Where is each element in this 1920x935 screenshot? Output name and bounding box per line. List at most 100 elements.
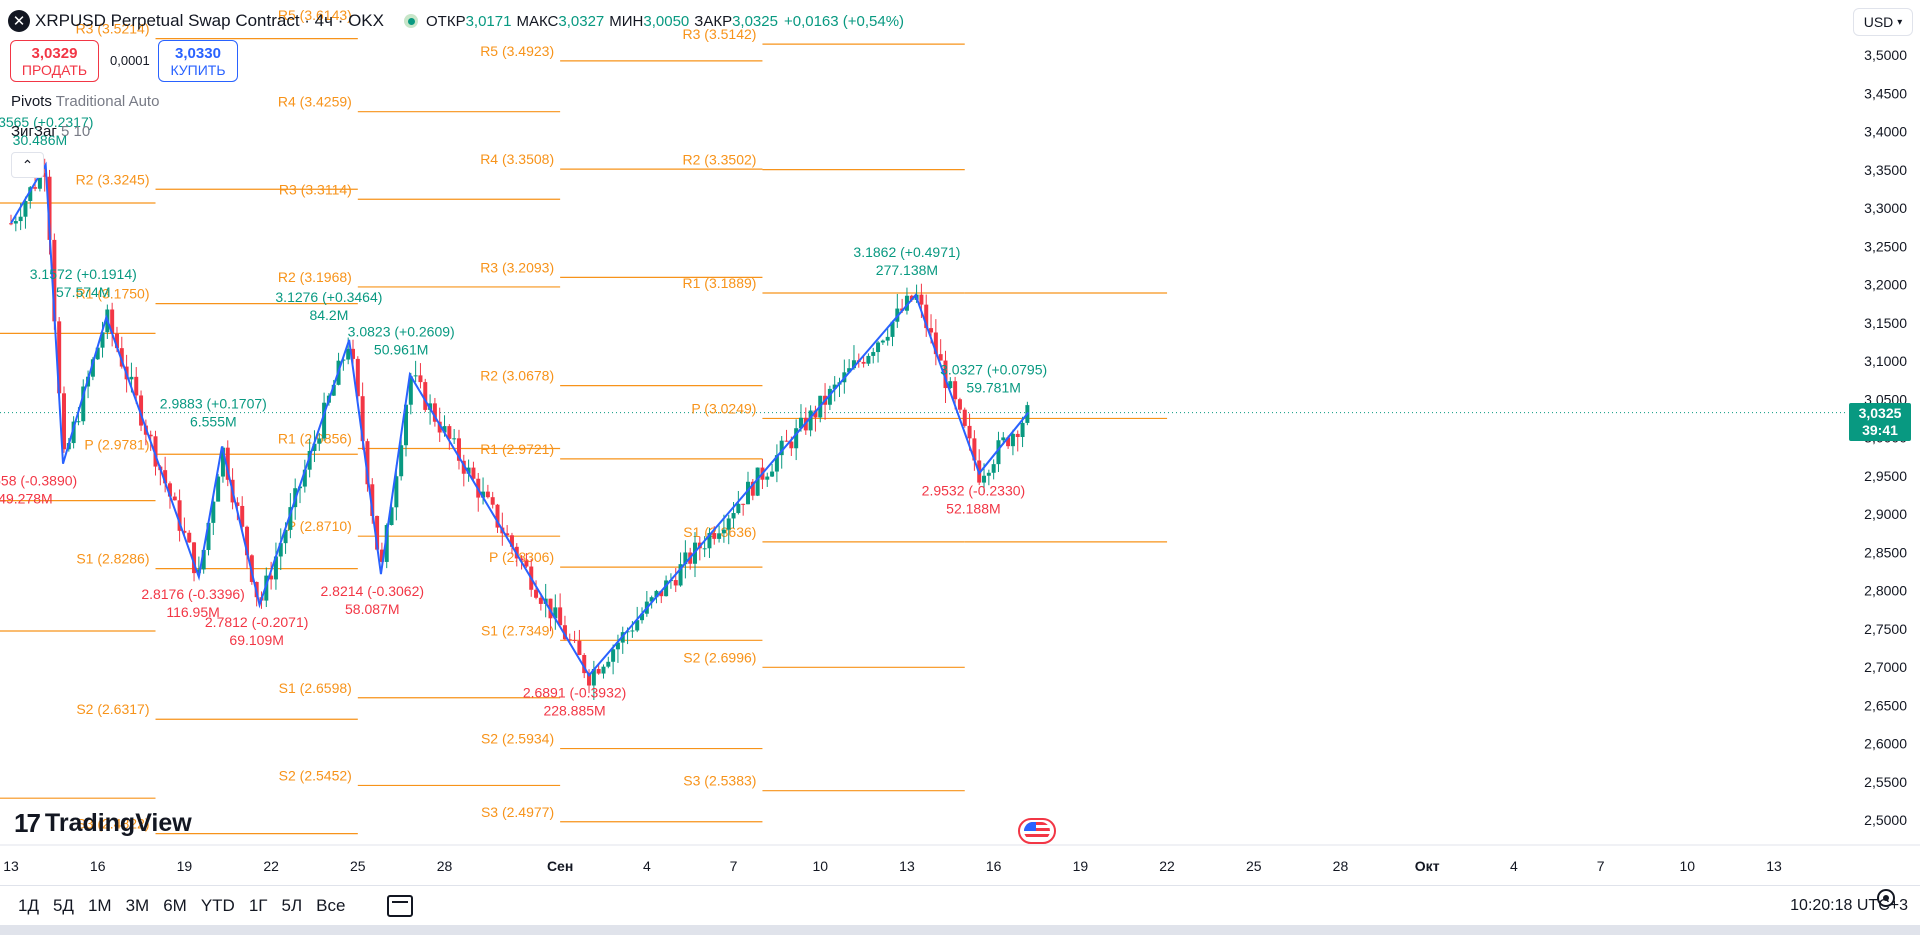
candle-body [890, 321, 895, 337]
pivots-indicator-legend[interactable]: Pivots Traditional Auto [11, 93, 159, 110]
range-1y-button[interactable]: 1Г [248, 895, 268, 915]
candle-body [548, 598, 553, 619]
candle-body [302, 469, 307, 487]
swing-price-label: 2.8176 (-0.3396) [141, 586, 245, 602]
candle-body [519, 558, 524, 561]
candle-body [57, 321, 62, 394]
candle-body [678, 564, 683, 586]
swing-price-label: 3.1862 (+0.4971) [853, 244, 960, 260]
candle-body [534, 589, 539, 598]
candle-body [437, 421, 442, 433]
candle-body [904, 295, 909, 311]
currency-select[interactable]: USD ▾ [1853, 8, 1913, 36]
candle-body [871, 352, 876, 356]
candle-body [851, 360, 856, 369]
range-5d-button[interactable]: 5Д [52, 895, 74, 915]
pivot-level-label: R2 (3.1968) [278, 269, 352, 285]
pivot-level-label: R5 (3.4923) [480, 43, 554, 59]
symbol-legend: ✕ XRPUSD Perpetual Swap Contract · 4ч · … [8, 9, 904, 33]
range-ytd-button[interactable]: YTD [200, 895, 235, 915]
swing-volume-label: 84.2M [309, 307, 348, 323]
y-tick-label: 3,4000 [1864, 124, 1907, 140]
candle-body [1010, 433, 1015, 447]
candle-body [929, 328, 934, 333]
candle-body [808, 410, 813, 431]
clock-timezone[interactable]: 10:20:18 UTC+3 [1790, 897, 1908, 914]
x-tick-label: 22 [263, 858, 279, 874]
bar-countdown: 39:41 [1862, 422, 1898, 438]
range-all-button[interactable]: Все [316, 895, 346, 915]
swing-price-label: 2.9658 (-0.3890) [0, 473, 77, 489]
candle-body [139, 395, 144, 426]
symbol-title[interactable]: XRPUSD Perpetual Swap Contract · 4ч · OK… [35, 11, 384, 30]
pivot-level-label: S1 (2.8286) [76, 551, 149, 567]
x-tick-label: 10 [1680, 858, 1696, 874]
x-tick-label: 25 [350, 858, 366, 874]
candle-body [640, 613, 645, 621]
range-1m-button[interactable]: 1М [87, 895, 112, 915]
x-tick-label: 4 [643, 858, 651, 874]
candle-body [957, 399, 962, 410]
go-to-date-calendar-icon[interactable] [387, 894, 414, 917]
last-price-tag: 3,0325 39:41 [1849, 403, 1911, 441]
range-5y-button[interactable]: 5Л [281, 895, 303, 915]
candle-body [95, 347, 100, 360]
pivot-level-label: R1 (3.1750) [76, 286, 150, 302]
range-1d-button[interactable]: 1Д [18, 895, 39, 915]
pivot-levels-layer: R2 (3.5251)R1 (3.3065)P (3.1361)S1 (2.91… [0, 7, 1168, 835]
x-tick-label: 16 [986, 858, 1002, 874]
candle-body [452, 438, 457, 440]
collapse-legend-button[interactable]: ⌃ [11, 152, 44, 178]
candle-body [702, 548, 707, 550]
low-value: 3,0050 [643, 12, 690, 30]
pivot-level-label: P (2.8710) [287, 518, 352, 534]
y-tick-label: 2,9500 [1864, 468, 1907, 484]
pivot-level-label: S2 (2.6317) [76, 701, 149, 717]
range-3m-button[interactable]: 3М [125, 895, 150, 915]
sell-button[interactable]: 3,0329 ПРОДАТЬ [10, 40, 99, 82]
candle-body [394, 476, 399, 508]
pivot-level-label: S3 (2.5383) [683, 773, 756, 789]
candle-body [192, 542, 197, 574]
candle-body [100, 332, 105, 348]
pivot-level-label: R3 (3.5214) [76, 21, 150, 37]
buy-button[interactable]: 3,0330 КУПИТЬ [158, 40, 238, 82]
sell-label: ПРОДАТЬ [21, 61, 88, 78]
x-tick-label: 7 [1597, 858, 1605, 874]
candle-body [683, 552, 688, 565]
pivot-level-label: P (3.0249) [691, 400, 756, 416]
tradingview-logo[interactable]: 17 TradingView [14, 808, 192, 839]
y-tick-label: 2,7500 [1864, 621, 1907, 637]
candle-body [866, 355, 871, 364]
candle-body [13, 221, 18, 224]
candle-body [225, 447, 230, 480]
candle-body [196, 569, 201, 574]
candle-body [953, 381, 958, 400]
candle-body [360, 396, 365, 442]
y-tick-label: 2,6500 [1864, 697, 1907, 713]
y-tick-label: 2,9000 [1864, 506, 1907, 522]
pivot-level-label: R5 (3.6143) [278, 7, 352, 23]
candle-body [615, 642, 620, 650]
axis-settings-gear-icon[interactable] [1877, 889, 1895, 907]
y-tick-label: 2,8500 [1864, 544, 1907, 560]
candle-body [712, 533, 717, 539]
candle-body [587, 673, 592, 686]
candle-body [432, 403, 437, 422]
range-6m-button[interactable]: 6М [163, 895, 187, 915]
candle-body [654, 590, 659, 598]
pivot-level-label: R3 (3.3114) [279, 181, 352, 197]
candle-body [962, 409, 967, 426]
candle-body [278, 543, 283, 557]
candle-body [789, 441, 794, 449]
us-flag-economic-event-icon[interactable] [1018, 818, 1056, 844]
zigzag-indicator-legend[interactable]: ЗигЗаг 5 10 [11, 123, 90, 140]
low-label: МИН [609, 12, 644, 30]
y-tick-label: 2,6000 [1864, 736, 1907, 752]
candle-body [774, 455, 779, 472]
candle-body [42, 173, 47, 177]
candle-body [577, 640, 582, 655]
candle-body [721, 529, 726, 534]
